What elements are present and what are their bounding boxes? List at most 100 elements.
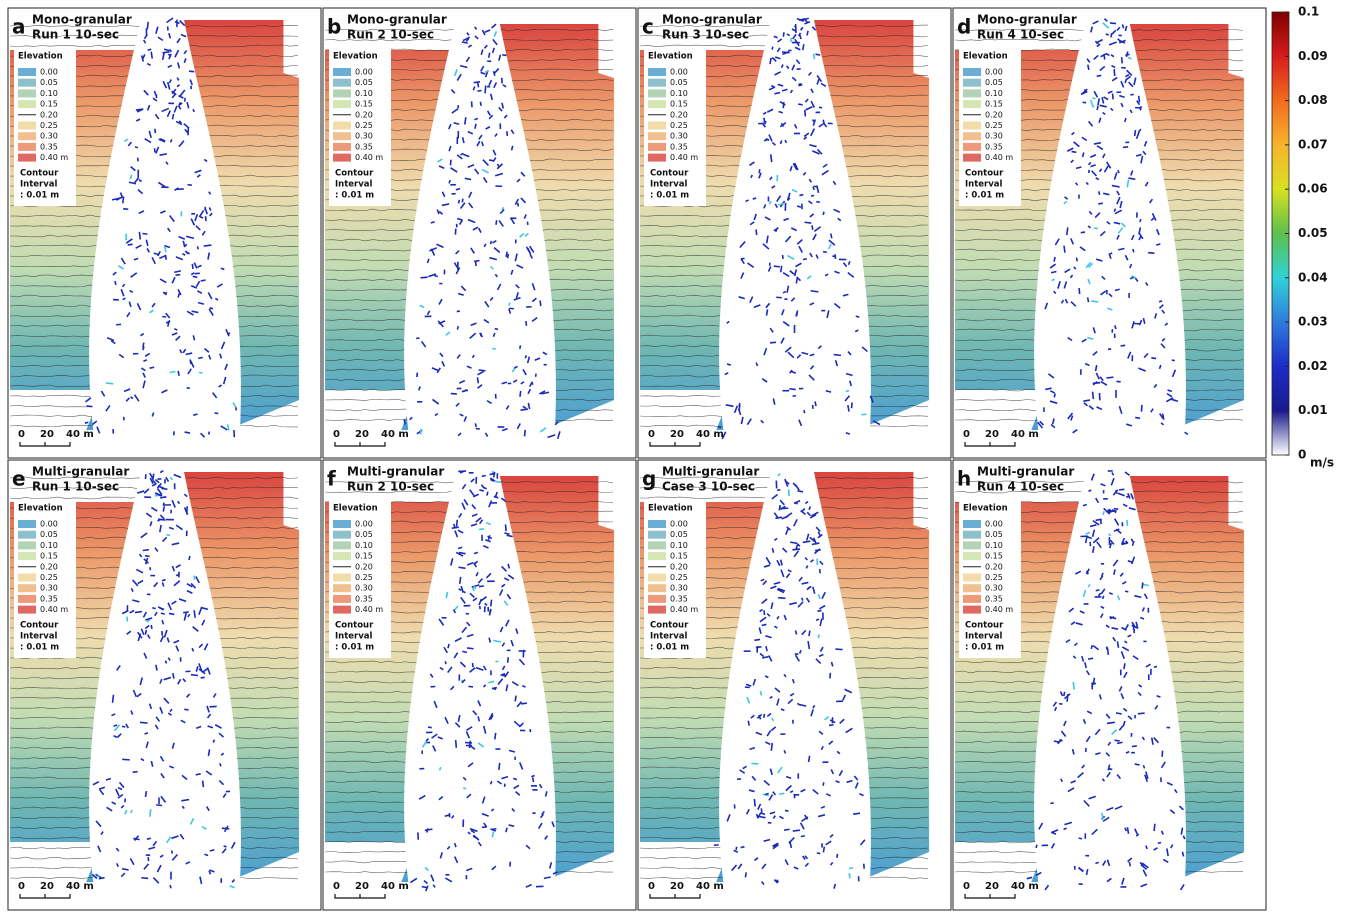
panel-title: Run 4 10-sec <box>977 480 1064 494</box>
legend-label: 0.25 <box>40 121 58 130</box>
legend-label: 0.40 m <box>40 605 68 614</box>
velocity-vector <box>811 291 819 292</box>
velocity-vector <box>508 254 509 258</box>
legend-swatch <box>963 595 981 603</box>
figure: aMono-granularRun 1 10-secElevation0.000… <box>0 0 1354 916</box>
velocity-vector <box>754 799 755 806</box>
legend-label: 0.30 <box>40 584 58 593</box>
velocity-vector <box>805 222 812 223</box>
velocity-vector <box>161 613 165 614</box>
velocity-vector <box>1124 663 1125 669</box>
colorbar-label: 0.09 <box>1298 49 1328 63</box>
scale-label: 40 m <box>696 429 724 440</box>
velocity-vector <box>1129 862 1130 866</box>
legend-label: 0.20 <box>355 110 373 119</box>
velocity-vector <box>849 873 850 878</box>
velocity-vector <box>1159 301 1162 302</box>
scale-label: 40 m <box>66 429 94 440</box>
legend-label: 0.35 <box>670 594 688 603</box>
legend-contour: Interval <box>20 632 58 642</box>
velocity-vector <box>1088 65 1089 70</box>
velocity-vector <box>114 725 117 726</box>
colorbar-unit: m/s <box>1310 456 1334 470</box>
velocity-vector <box>191 675 198 676</box>
velocity-vector <box>797 491 803 492</box>
velocity-vector <box>165 255 166 260</box>
legend-label: 0.00 <box>985 520 1003 529</box>
legend-label: 0.35 <box>985 594 1003 603</box>
velocity-vector <box>173 114 174 120</box>
legend-swatch <box>648 606 666 614</box>
velocity-vector <box>1125 118 1126 122</box>
velocity-vector <box>1072 152 1077 153</box>
legend-label: 0.30 <box>985 584 1003 593</box>
velocity-vector <box>834 355 841 356</box>
velocity-vector <box>831 234 832 239</box>
velocity-vector <box>799 195 803 196</box>
velocity-vector <box>440 767 441 770</box>
velocity-vector <box>1103 596 1104 599</box>
velocity-vector <box>823 782 824 786</box>
legend-swatch <box>648 574 666 582</box>
scale-label: 20 <box>670 429 684 440</box>
velocity-vector <box>816 54 821 55</box>
velocity-vector <box>456 189 460 190</box>
velocity-vector <box>817 610 821 611</box>
velocity-vector <box>782 52 790 53</box>
legend-swatch <box>18 68 36 76</box>
scale-label: 40 m <box>1011 881 1039 892</box>
velocity-vector <box>457 520 458 527</box>
velocity-vector <box>1154 666 1157 667</box>
velocity-vector <box>1132 746 1137 747</box>
colorbar-label: 0.03 <box>1298 315 1328 329</box>
velocity-vector <box>162 52 169 53</box>
velocity-vector <box>793 830 800 831</box>
velocity-vector <box>785 810 788 811</box>
legend-label: 0.20 <box>355 562 373 571</box>
velocity-vector <box>809 631 810 636</box>
panel-title: Case 3 10-sec <box>662 480 755 494</box>
velocity-vector <box>809 507 810 510</box>
legend-label: 0.25 <box>40 573 58 582</box>
panel-letter: g <box>642 467 656 491</box>
velocity-vector <box>817 853 820 854</box>
velocity-vector <box>193 276 198 277</box>
scale-label: 40 m <box>1011 429 1039 440</box>
velocity-vector <box>1097 106 1098 110</box>
legend-swatch <box>648 132 666 140</box>
legend-label: 0.05 <box>40 530 58 539</box>
velocity-vector <box>764 610 765 615</box>
velocity-vector <box>421 277 428 278</box>
velocity-vector <box>1108 349 1111 350</box>
legend-label: 0.20 <box>985 110 1003 119</box>
panel-title: Mono-granular <box>347 13 447 27</box>
velocity-vector <box>479 529 484 530</box>
velocity-vector <box>448 644 449 648</box>
legend-title: Elevation <box>648 52 693 62</box>
legend-label: 0.35 <box>985 142 1003 151</box>
velocity-vector <box>767 309 768 315</box>
velocity-vector <box>506 828 507 832</box>
velocity-vector <box>811 195 814 196</box>
velocity-vector <box>169 613 174 614</box>
velocity-vector <box>152 608 155 609</box>
legend-swatch <box>18 606 36 614</box>
legend-swatch <box>963 143 981 151</box>
velocity-vector <box>1106 647 1107 650</box>
legend-label: 0.15 <box>40 552 58 561</box>
velocity-vector <box>1054 741 1060 742</box>
legend-label: 0.05 <box>355 530 373 539</box>
velocity-vector <box>434 276 438 277</box>
velocity-vector <box>467 648 473 649</box>
velocity-vector <box>454 524 455 527</box>
velocity-vector <box>1073 682 1074 690</box>
colorbar-label: 0.07 <box>1298 137 1328 151</box>
colorbar-label: 0.04 <box>1298 270 1328 284</box>
legend-label: 0.25 <box>355 573 373 582</box>
velocity-vector <box>451 394 457 395</box>
velocity-vector <box>485 85 486 93</box>
legend-label: 0.15 <box>355 552 373 561</box>
legend-swatch <box>333 541 351 549</box>
panel-title: Run 1 10-sec <box>32 28 119 42</box>
legend-title: Elevation <box>18 52 63 62</box>
